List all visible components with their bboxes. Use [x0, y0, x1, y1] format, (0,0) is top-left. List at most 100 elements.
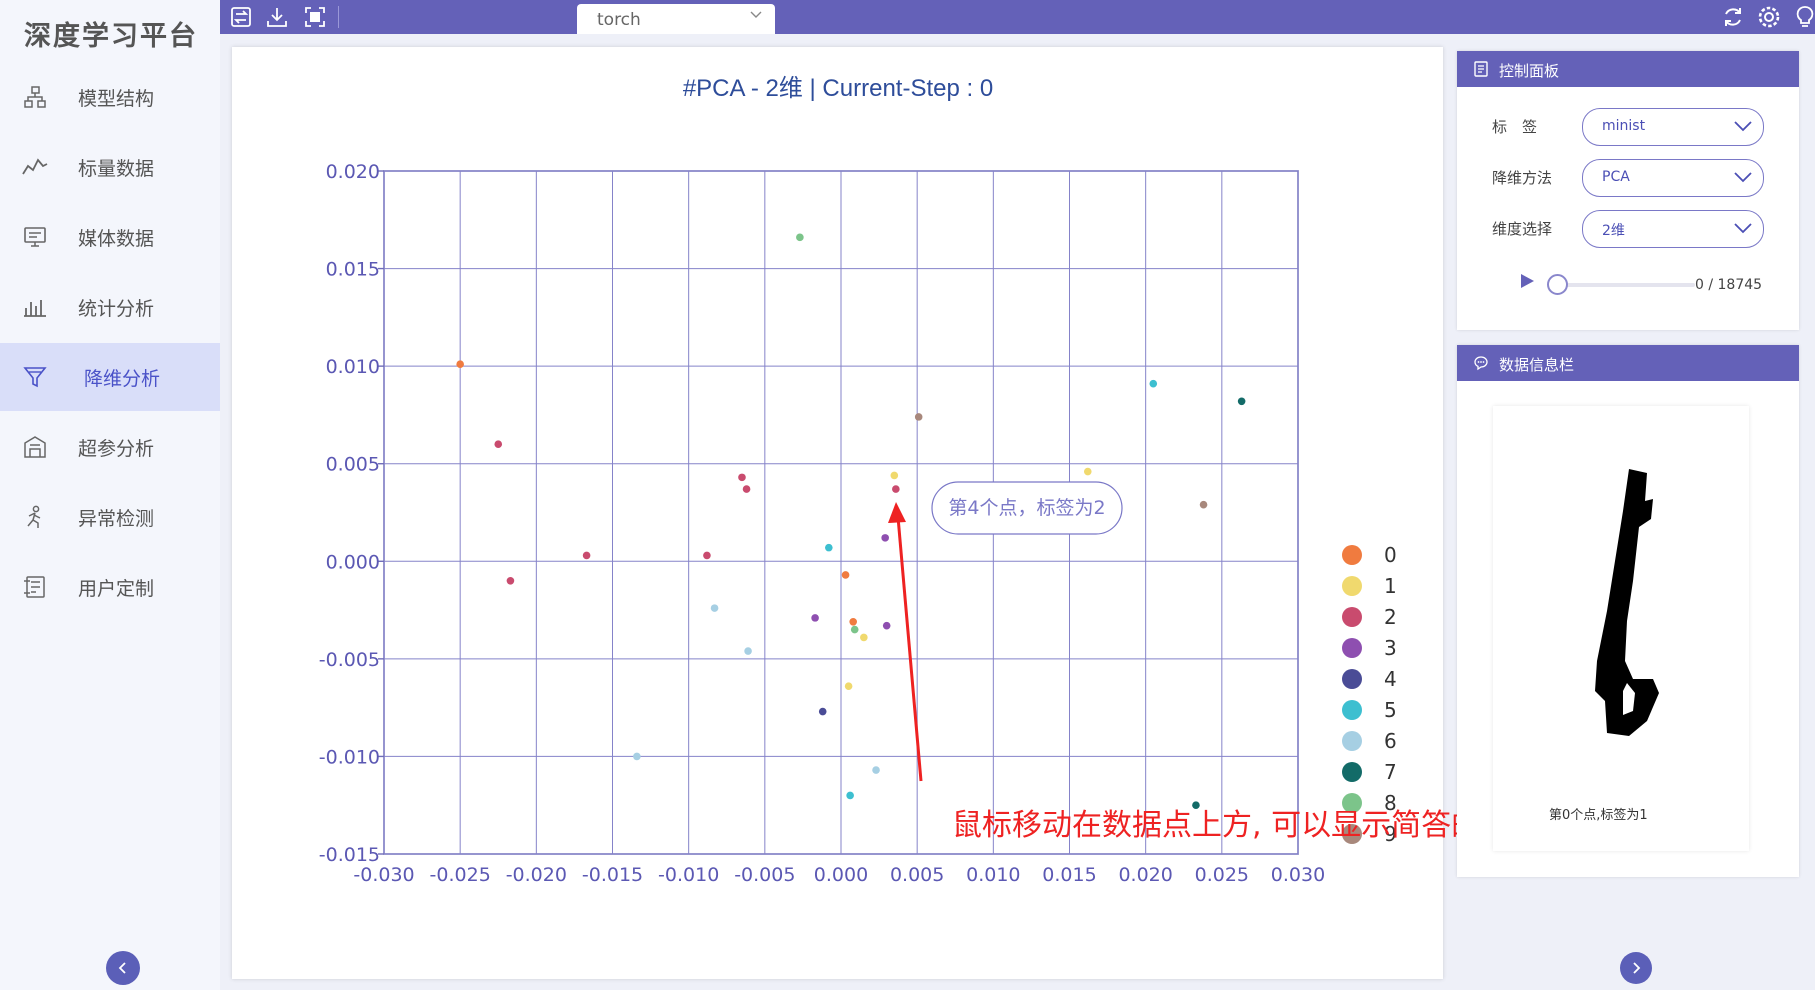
y-tick-label: 0.010 [326, 356, 380, 378]
sidebar-item-label: 用户定制 [78, 577, 155, 600]
data-point-label-2[interactable] [742, 485, 751, 493]
legend-swatch[interactable] [1342, 607, 1362, 627]
field-label-0: 标 签 [1492, 118, 1538, 136]
data-point-label-8[interactable] [850, 625, 859, 634]
bar-chart-icon [24, 300, 46, 317]
sidebar-item-label: 模型结构 [78, 87, 155, 110]
data-point-label-7[interactable] [1237, 397, 1246, 406]
sidebar-item-2[interactable]: 媒体数据 [0, 203, 220, 271]
sidebar-item-label: 异常检测 [78, 507, 155, 530]
data-point-label-6[interactable] [710, 604, 719, 612]
data-point-label-0[interactable] [841, 571, 850, 579]
data-point-label-6[interactable] [633, 752, 641, 761]
legend-label[interactable]: 2 [1384, 605, 1397, 629]
legend-label[interactable]: 7 [1384, 760, 1397, 784]
legend-label[interactable]: 0 [1384, 543, 1397, 567]
sidebar-item-label: 标量数据 [78, 157, 155, 180]
building-icon [24, 436, 46, 458]
model-structure-icon [24, 86, 46, 108]
data-point-label-9[interactable] [1199, 500, 1208, 509]
data-point-label-8[interactable] [796, 233, 804, 242]
monitor-icon [24, 227, 46, 247]
custom-panel-icon [24, 576, 45, 598]
data-point-label-1[interactable] [1083, 467, 1092, 476]
data-point-label-1[interactable] [844, 682, 853, 690]
right-panel-collapse-button[interactable] [1620, 952, 1652, 984]
control-panel: 控制面板 标 签 minist 降维方法 PCA 维度选择 2维 0 / 18745 [1457, 51, 1799, 330]
sample-caption: 第0个点,标签为1 [1549, 808, 1648, 823]
data-point-label-2[interactable] [494, 440, 503, 449]
sidebar-item-7[interactable]: 用户定制 [0, 553, 220, 621]
legend-label[interactable]: 4 [1384, 667, 1397, 691]
data-point-label-0[interactable] [456, 360, 464, 368]
data-point-label-5[interactable] [825, 543, 833, 552]
x-tick-label: 0.020 [1118, 864, 1172, 886]
legend-swatch[interactable] [1342, 762, 1362, 782]
sidebar-item-1[interactable]: 标量数据 [0, 133, 220, 201]
data-point-label-3[interactable] [882, 621, 891, 630]
switch-icon[interactable] [228, 4, 254, 30]
legend-label[interactable]: 9 [1384, 822, 1397, 846]
data-point-label-6[interactable] [872, 766, 880, 774]
chat-icon [1474, 356, 1488, 371]
play-icon[interactable] [1517, 271, 1537, 291]
data-point-label-2[interactable] [738, 473, 746, 482]
legend-swatch[interactable] [1342, 638, 1362, 658]
data-point-label-2[interactable] [892, 485, 900, 493]
download-icon[interactable] [264, 4, 290, 30]
legend-label[interactable]: 3 [1384, 636, 1397, 660]
digit-sample-image [1595, 469, 1659, 736]
legend-label[interactable]: 6 [1384, 729, 1397, 753]
data-point-label-1[interactable] [890, 471, 899, 480]
data-point-label-6[interactable] [744, 647, 752, 655]
step-slider-track[interactable] [1555, 283, 1695, 287]
x-tick-label: -0.015 [582, 864, 643, 886]
lightbulb-icon[interactable] [1792, 4, 1815, 30]
legend-label[interactable]: 5 [1384, 698, 1397, 722]
y-tick-label: 0.005 [326, 454, 380, 476]
legend-swatch[interactable] [1342, 700, 1362, 720]
field-select-2[interactable]: 2维 [1582, 210, 1764, 248]
legend-swatch[interactable] [1342, 669, 1362, 689]
sidebar-item-4[interactable]: 降维分析 [0, 343, 220, 411]
sidebar-item-label: 统计分析 [78, 297, 155, 320]
scatter-chart: #PCA - 2维 | Current-Step : 0 -0.030 -0.02… [319, 75, 1397, 886]
legend-swatch[interactable] [1342, 545, 1362, 565]
x-tick-label: 0.025 [1195, 864, 1249, 886]
field-select-1[interactable]: PCA [1582, 159, 1764, 197]
data-point-label-9[interactable] [914, 413, 923, 421]
sidebar-item-3[interactable]: 统计分析 [0, 273, 220, 341]
field-select-0[interactable]: minist [1582, 108, 1764, 146]
legend-swatch[interactable] [1342, 793, 1362, 813]
x-tick-label: -0.025 [430, 864, 491, 886]
data-point-label-4[interactable] [818, 707, 827, 716]
sidebar-item-0[interactable]: 模型结构 [0, 63, 220, 131]
tab-torch[interactable]: torch [577, 4, 775, 34]
data-point-label-2[interactable] [582, 551, 591, 560]
y-tick-label: -0.005 [319, 649, 380, 671]
data-point-label-3[interactable] [881, 534, 889, 542]
data-point-label-5[interactable] [1149, 379, 1158, 388]
sidebar-item-5[interactable]: 超参分析 [0, 413, 220, 481]
annotation-arrow [888, 502, 923, 782]
legend-swatch[interactable] [1342, 824, 1362, 844]
fullscreen-icon[interactable] [302, 4, 328, 30]
data-point-label-3[interactable] [811, 614, 819, 622]
settings-icon[interactable] [1756, 4, 1782, 30]
data-point-label-5[interactable] [846, 791, 854, 800]
data-point-label-0[interactable] [849, 617, 857, 626]
data-point-label-2[interactable] [506, 577, 515, 585]
sidebar: 深度学习平台 模型结构 标量数据 媒体数据 统计分析 降维分析 超参分析 异常检测 用户定制 [0, 0, 220, 990]
legend-swatch[interactable] [1342, 576, 1362, 596]
sidebar-collapse-button[interactable] [106, 951, 140, 985]
data-point-label-7[interactable] [1192, 801, 1200, 810]
legend-label[interactable]: 1 [1384, 574, 1397, 598]
data-point-label-2[interactable] [703, 551, 711, 560]
refresh-icon[interactable] [1720, 4, 1746, 30]
data-point-label-1[interactable] [860, 633, 868, 642]
sidebar-item-6[interactable]: 异常检测 [0, 483, 220, 551]
legend-swatch[interactable] [1342, 731, 1362, 751]
legend-label[interactable]: 8 [1384, 791, 1397, 815]
top-toolbar: torch [220, 0, 1815, 34]
step-slider-handle[interactable] [1547, 274, 1568, 295]
